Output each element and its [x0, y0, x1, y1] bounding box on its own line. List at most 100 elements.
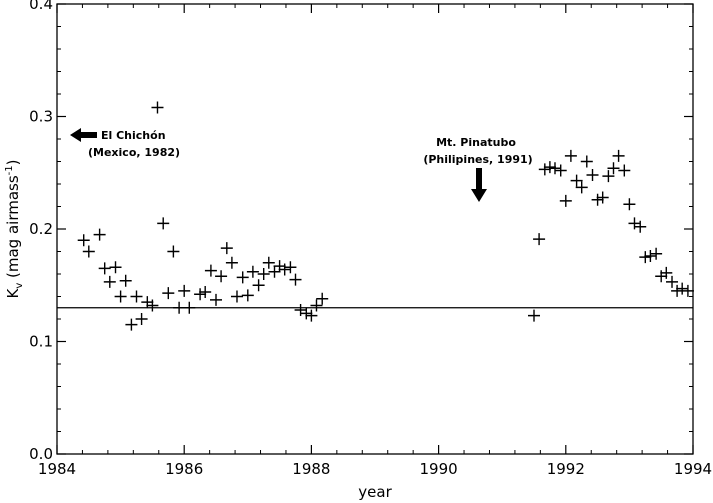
data-point-plus-marker: [268, 265, 281, 278]
data-point-plus-marker: [559, 194, 572, 207]
data-point-plus-marker: [289, 273, 302, 286]
annotation-el-chichon-line1: El Chichón: [101, 129, 166, 142]
data-point-plus-marker: [570, 174, 583, 187]
data-point-plus-marker: [252, 279, 265, 292]
data-point-plus-marker: [146, 299, 159, 312]
data-point-plus-marker: [151, 101, 164, 114]
data-point-plus-marker: [167, 245, 180, 258]
data-point-plus-marker: [284, 261, 297, 274]
data-point-plus-marker: [77, 234, 90, 247]
data-point-plus-marker: [225, 256, 238, 269]
annotation-el-chichon-line2: (Mexico, 1982): [88, 146, 180, 159]
data-point-plus-marker: [310, 299, 323, 312]
x-tick-label: 1992: [547, 460, 585, 478]
data-point-plus-marker: [119, 274, 132, 287]
data-point-plus-marker: [628, 217, 641, 230]
data-point-plus-marker: [591, 193, 604, 206]
data-point-plus-marker: [612, 149, 625, 162]
y-tick-label: 0.4: [29, 0, 53, 13]
data-point-plus-marker: [178, 284, 191, 297]
data-point-plus-marker: [199, 286, 212, 298]
y-axis-title: Kv (mag airmass-1): [4, 159, 25, 298]
y-axis-title-subscript: v: [14, 283, 25, 289]
y-axis-title-close: ): [4, 159, 22, 165]
data-point-plus-marker: [666, 275, 679, 288]
data-point-plus-marker: [210, 293, 222, 306]
y-axis-title-main: K: [4, 288, 22, 299]
data-point-plus-marker: [639, 251, 652, 264]
data-point-plus-marker: [262, 256, 275, 269]
data-point-plus-marker: [528, 309, 540, 322]
data-point-plus-marker: [543, 161, 556, 174]
data-point-plus-marker: [316, 292, 329, 305]
data-point-plus-marker: [98, 262, 111, 275]
data-point-plus-marker: [305, 309, 318, 322]
data-point-plus-marker: [130, 290, 143, 303]
data-point-plus-marker: [273, 260, 286, 273]
annotation-pinatubo: Mt. Pinatubo (Philipines, 1991): [423, 136, 533, 202]
data-point-plus-marker: [575, 181, 588, 194]
data-point-plus-marker: [257, 268, 270, 280]
data-point-plus-marker: [538, 163, 551, 176]
data-point-plus-marker: [103, 275, 116, 288]
y-tick-label: 0.0: [29, 445, 53, 463]
data-point-plus-marker: [580, 155, 593, 168]
left-arrow-icon: [70, 128, 97, 142]
data-point-plus-marker: [157, 217, 170, 230]
data-point-plus-marker: [554, 164, 567, 177]
y-tick-label: 0.3: [29, 108, 53, 126]
data-point-plus-marker: [204, 264, 217, 277]
annotation-pinatubo-line1: Mt. Pinatubo: [436, 136, 516, 149]
x-axis: 1984 1986 1988 1990 1992 1994: [38, 4, 712, 478]
data-point-plus-marker: [586, 169, 599, 181]
x-tick-label: 1988: [292, 460, 330, 478]
data-point-plus-marker: [278, 263, 291, 276]
data-point-plus-marker: [135, 313, 148, 325]
data-point-plus-marker: [671, 284, 684, 297]
data-point-plus-marker: [220, 242, 233, 255]
y-axis: 0.0 0.1 0.2 0.3 0.4: [29, 0, 693, 463]
data-point-plus-marker: [596, 191, 609, 204]
data-point-plus-marker: [141, 296, 154, 309]
x-tick-label: 1984: [38, 460, 76, 478]
data-point-plus-marker: [230, 290, 243, 303]
data-point-plus-marker: [564, 149, 577, 162]
down-arrow-icon: [471, 168, 487, 202]
data-point-plus-marker: [215, 270, 228, 283]
annotation-el-chichon: El Chichón (Mexico, 1982): [70, 128, 180, 159]
y-axis-title-superscript: -1: [4, 165, 15, 175]
data-point-plus-marker: [660, 266, 673, 279]
data-point-plus-marker: [109, 261, 122, 274]
data-point-plus-marker: [607, 162, 620, 175]
data-point-plus-marker: [93, 228, 106, 241]
data-points: [77, 101, 694, 331]
data-point-plus-marker: [82, 245, 95, 258]
y-tick-label: 0.1: [29, 333, 53, 351]
data-point-plus-marker: [114, 290, 127, 303]
data-point-plus-marker: [548, 162, 561, 175]
data-point-plus-marker: [236, 271, 249, 284]
plot-frame: [56, 3, 694, 455]
data-point-plus-marker: [533, 233, 546, 246]
data-point-plus-marker: [634, 220, 647, 233]
data-point-plus-marker: [681, 284, 694, 297]
data-point-plus-marker: [650, 247, 663, 260]
data-point-plus-marker: [194, 288, 207, 301]
x-axis-title: year: [358, 483, 392, 501]
data-point-plus-marker: [623, 198, 636, 211]
data-point-plus-marker: [246, 265, 259, 278]
data-point-plus-marker: [676, 282, 689, 295]
data-point-plus-marker: [162, 287, 175, 300]
x-tick-label: 1990: [420, 460, 458, 478]
data-point-plus-marker: [183, 301, 196, 314]
data-point-plus-marker: [173, 301, 186, 314]
data-point-plus-marker: [618, 164, 631, 177]
data-point-plus-marker: [241, 289, 254, 302]
data-point-plus-marker: [644, 250, 657, 262]
data-point-plus-marker: [294, 304, 307, 316]
data-point-plus-marker: [655, 270, 668, 283]
y-tick-label: 0.2: [29, 220, 53, 238]
y-axis-title-text: (mag airmass: [4, 175, 22, 283]
x-tick-label: 1994: [674, 460, 712, 478]
